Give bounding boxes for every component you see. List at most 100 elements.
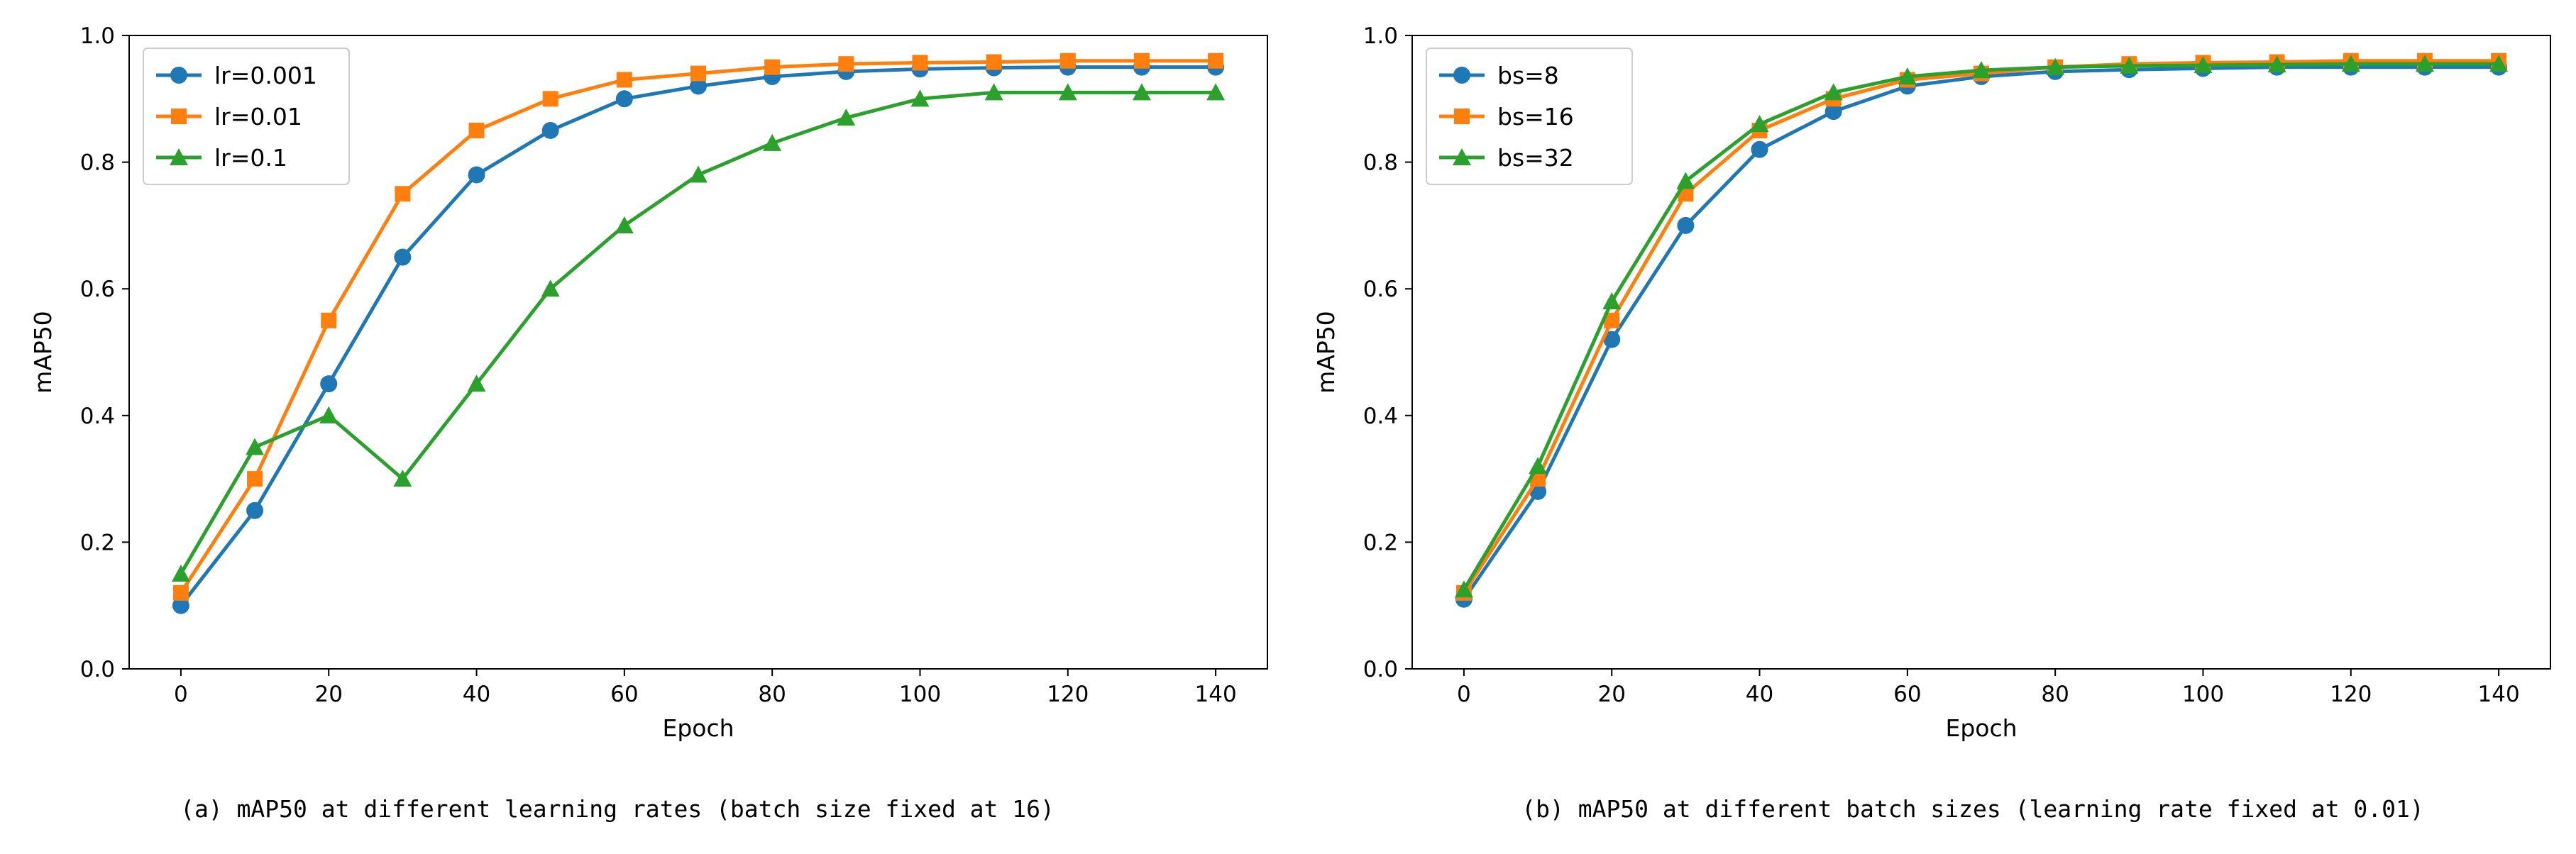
data-point: [542, 91, 558, 107]
caption: (b) mAP50 at different batch sizes (lear…: [1521, 795, 2424, 823]
data-point: [1602, 292, 1622, 310]
data-point: [616, 72, 632, 88]
data-point: [1676, 172, 1695, 189]
legend-marker: [1453, 148, 1471, 166]
data-point: [690, 65, 706, 82]
data-point: [2194, 55, 2213, 74]
x-tick-label: 80: [758, 682, 786, 707]
data-point: [764, 59, 781, 75]
legend-entry: lr=0.1: [156, 144, 287, 172]
x-axis-label: Epoch: [1945, 714, 2017, 742]
y-tick-label: 0.0: [1363, 657, 1398, 682]
data-point: [986, 54, 1002, 70]
x-tick-label: 140: [2478, 682, 2520, 707]
x-tick-label: 20: [1597, 682, 1625, 707]
data-point: [468, 122, 485, 138]
y-tick-label: 0.8: [1363, 150, 1398, 176]
data-point: [1454, 580, 1473, 598]
data-point: [2489, 55, 2509, 72]
x-tick-label: 0: [174, 682, 188, 707]
data-point: [320, 375, 338, 393]
x-tick-label: 60: [610, 682, 638, 707]
y-tick-label: 0.4: [1363, 404, 1398, 429]
data-point: [690, 77, 707, 95]
data-point: [1824, 103, 1842, 121]
x-tick-label: 120: [1047, 682, 1089, 707]
y-tick-label: 0.8: [80, 150, 115, 176]
legend-label: lr=0.001: [214, 62, 317, 89]
legend-marker: [1453, 67, 1470, 84]
legend-label: bs=16: [1497, 103, 1574, 131]
data-point: [319, 406, 338, 423]
legend-box: [143, 48, 350, 185]
data-point: [689, 165, 708, 183]
legend-marker: [170, 148, 188, 166]
y-tick-label: 0.6: [80, 277, 115, 302]
data-point: [1750, 115, 1769, 133]
data-point: [247, 471, 263, 487]
series-bs=32: [1454, 55, 2509, 598]
x-tick-label: 0: [1457, 682, 1471, 707]
data-point: [1604, 312, 1620, 328]
legend-marker: [171, 109, 187, 124]
data-point: [467, 375, 486, 392]
data-point: [1824, 83, 1843, 101]
data-point: [541, 121, 559, 139]
chart-learning-rate: 0 20 40 60 80 100 120 140 0.0 0.2 0.4 0.6 0.8 1.0 Epo…: [29, 23, 1268, 823]
x-tick-label: 60: [1893, 682, 1921, 707]
x-tick-label: 100: [899, 682, 941, 707]
legend-entry: lr=0.01: [156, 103, 302, 131]
data-point: [1132, 83, 1151, 101]
y-tick-label: 1.0: [80, 23, 115, 49]
legend: bs=8 bs=16 bs=32: [1426, 48, 1633, 185]
data-point: [838, 56, 854, 72]
data-point: [2267, 55, 2286, 73]
x-tick-label: 140: [1195, 682, 1237, 707]
data-point: [2046, 57, 2065, 75]
data-point: [468, 166, 485, 184]
data-point: [172, 584, 189, 601]
data-point: [1058, 83, 1077, 101]
y-tick-label: 0.2: [1363, 530, 1398, 555]
series-lr=0.1: [171, 83, 1226, 582]
y-tick-label: 0.2: [80, 530, 115, 555]
data-point: [393, 470, 412, 487]
chart-batch-size: 0 20 40 60 80 100 120 140 0.0 0.2 0.4 0.6 0.8 1.0 Epo…: [1312, 23, 2551, 823]
data-point: [1898, 67, 1917, 85]
data-point: [1206, 83, 1226, 101]
data-point: [2415, 55, 2434, 72]
y-tick-label: 0.4: [80, 404, 115, 429]
plot-frame: [128, 35, 1268, 670]
data-point: [763, 133, 782, 151]
data-point: [615, 90, 633, 108]
data-point: [2341, 55, 2360, 72]
legend-entry: lr=0.001: [156, 62, 317, 89]
data-point: [541, 279, 560, 297]
x-tick-label: 40: [1746, 682, 1773, 707]
data-point: [910, 89, 930, 107]
legend-label: lr=0.01: [214, 103, 302, 131]
data-point: [1059, 52, 1076, 69]
plot-frame: [1411, 35, 2551, 670]
data-point: [395, 186, 411, 202]
data-point: [321, 312, 337, 328]
legend: lr=0.001 lr=0.01 lr=0.1: [143, 48, 350, 185]
y-tick-label: 0.6: [1363, 277, 1398, 302]
data-point: [171, 565, 190, 582]
series-lr=0.01: [172, 52, 1224, 601]
data-point: [912, 55, 928, 71]
data-point: [1603, 331, 1621, 348]
legend-label: lr=0.1: [214, 144, 287, 172]
x-tick-label: 100: [2182, 682, 2224, 707]
legend-entry: bs=16: [1439, 103, 1574, 131]
x-axis-label: Epoch: [662, 714, 734, 742]
x-tick-label: 40: [463, 682, 490, 707]
y-tick-label: 1.0: [1363, 23, 1398, 49]
legend-label: bs=8: [1497, 62, 1559, 89]
data-point: [394, 248, 412, 266]
legend-entry: bs=32: [1439, 144, 1574, 172]
data-point: [1972, 61, 1991, 79]
legend-marker: [170, 67, 187, 84]
y-tick-label: 0.0: [80, 657, 115, 682]
